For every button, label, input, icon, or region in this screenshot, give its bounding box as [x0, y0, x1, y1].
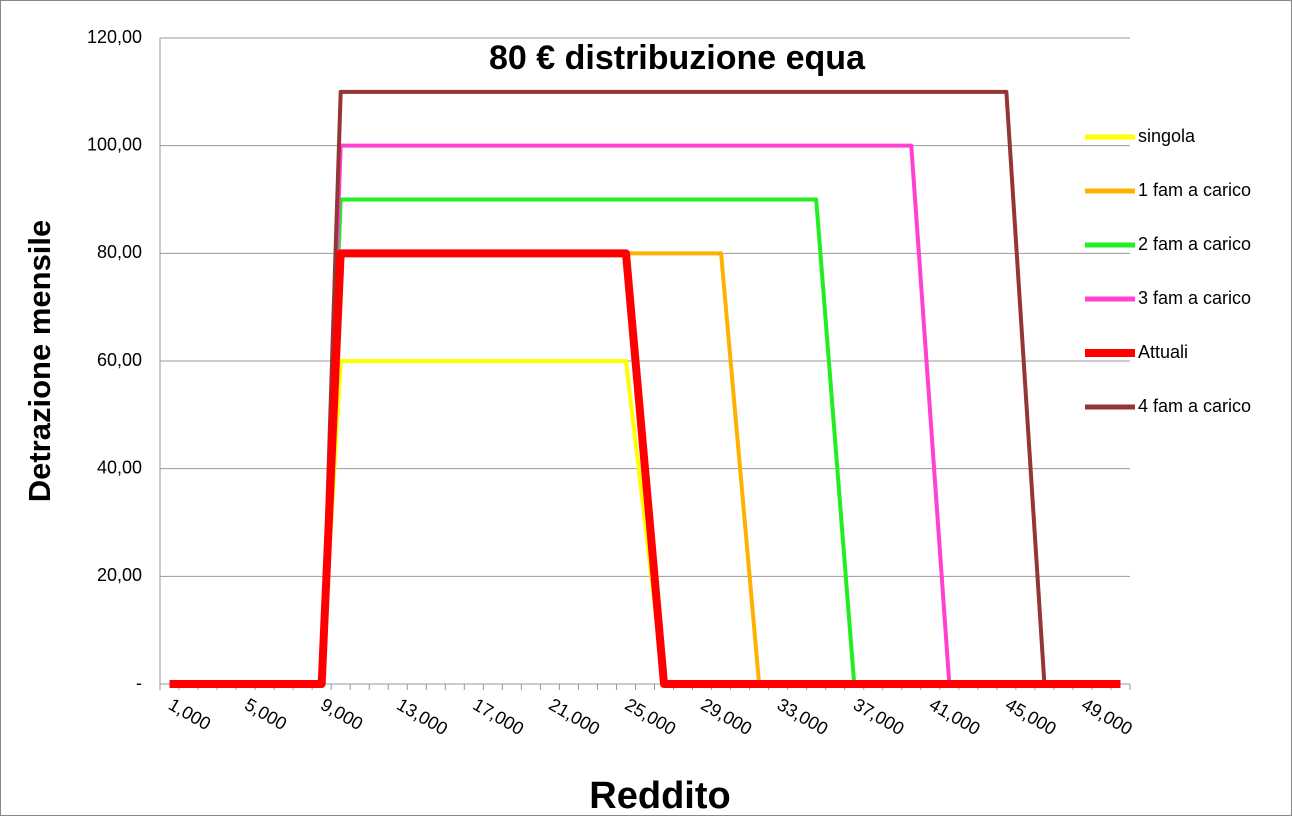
x-axis-title: Reddito — [589, 775, 730, 816]
legend-label: 3 fam a carico — [1138, 288, 1251, 308]
legend-label: singola — [1138, 126, 1196, 146]
chart-title: 80 € distribuzione equa — [489, 39, 866, 77]
series-line — [169, 249, 1121, 688]
y-tick-label: 40,00 — [97, 457, 142, 477]
y-tick-label: 120,00 — [87, 27, 142, 47]
legend-label: 4 fam a carico — [1138, 396, 1251, 416]
legend-label: 1 fam a carico — [1138, 180, 1251, 200]
y-tick-label: 20,00 — [97, 565, 142, 585]
y-tick-label: 100,00 — [87, 134, 142, 154]
legend-label: Attuali — [1138, 342, 1188, 362]
y-axis-title: Detrazione mensile — [22, 220, 57, 503]
legend-label: 2 fam a carico — [1138, 234, 1251, 254]
y-tick-label: 80,00 — [97, 242, 142, 262]
y-tick-label: 60,00 — [97, 350, 142, 370]
y-tick-label: - — [136, 673, 142, 693]
